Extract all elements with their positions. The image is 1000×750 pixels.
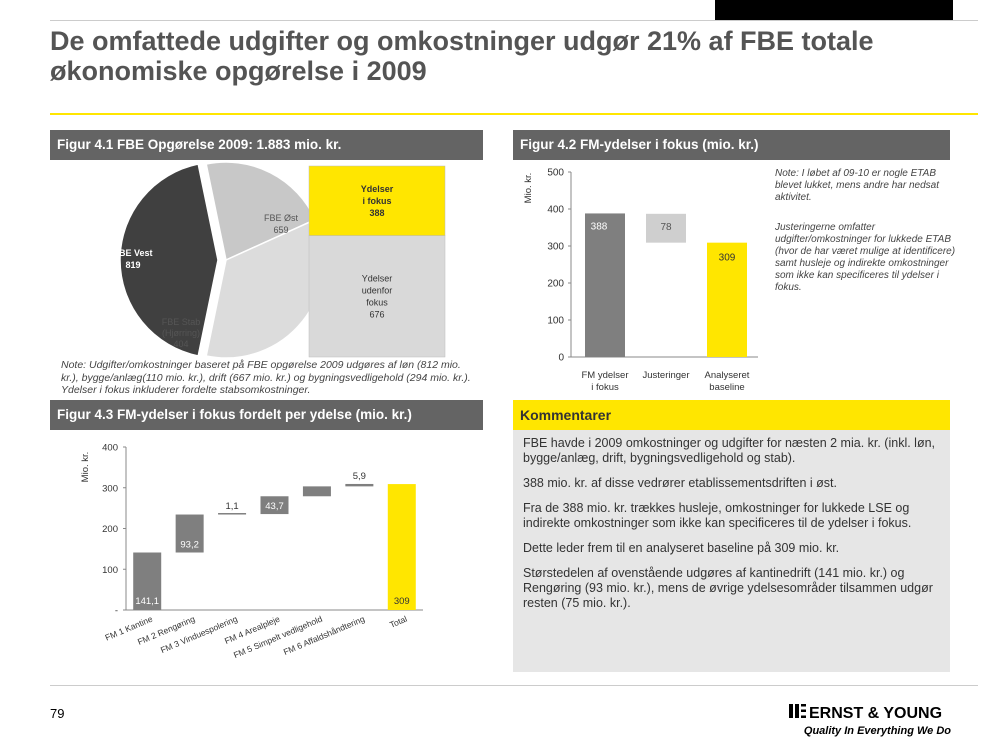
- stack-segment-label: i fokus: [362, 196, 391, 206]
- bar-value-label: 1,1: [225, 501, 238, 512]
- bar-value-label: 309: [719, 253, 736, 264]
- logo-name: ERNST & YOUNG: [809, 705, 942, 722]
- y-tick-label: 300: [547, 242, 564, 253]
- fig41-stacked-bar: Ydelser i fokus 388 Ydelser udenfor fokus 676: [308, 165, 446, 358]
- stack-segment-label: Ydelser: [362, 273, 393, 283]
- comment-paragraph: Fra de 388 mio. kr. trækkes husleje, omk…: [523, 501, 912, 530]
- comment-paragraph: FBE havde i 2009 omkostninger og udgifte…: [523, 436, 936, 465]
- bar: [302, 486, 331, 497]
- bar-value-label: 93,2: [180, 540, 199, 551]
- y-tick-label: 0: [558, 353, 564, 364]
- y-tick-label: -: [115, 606, 118, 617]
- x-category-label: FM 6 Affaldshåndtering: [282, 614, 366, 657]
- comment-paragraph: Dette leder frem til en analyseret basel…: [523, 541, 840, 555]
- bar-value-label: 388: [591, 221, 608, 232]
- y-tick-label: 400: [547, 205, 564, 216]
- page-number: 79: [50, 706, 65, 721]
- fig41-note: Note: Udgifter/omkostninger baseret på F…: [61, 359, 471, 396]
- pie-slice: [119, 163, 219, 357]
- title-underline: [50, 113, 978, 115]
- x-category-label: i fokus: [591, 382, 619, 393]
- comments-box: FBE havde i 2009 omkostninger og udgifte…: [513, 430, 950, 672]
- pie-slice-value: 659: [273, 225, 288, 235]
- pie-slice-label: FBE Stab: [162, 317, 201, 327]
- fig42-note-1: Note: I løbet af 09-10 er nogle ETAB ble…: [775, 168, 939, 203]
- pie-slice-label: FBE Vest: [113, 248, 152, 258]
- ernst-young-logo: ERNST & YOUNG Quality In Everything We D…: [789, 704, 951, 737]
- bar-value-label: 78: [660, 222, 672, 233]
- y-tick-label: 400: [102, 443, 118, 454]
- stack-segment-value: 388: [369, 208, 384, 218]
- comment-paragraph: 388 mio. kr. af disse vedrører etablisse…: [523, 476, 838, 490]
- comment-paragraph: Størstedelen af ovenstående udgøres af k…: [523, 566, 933, 610]
- stack-segment-label: udenfor: [362, 285, 393, 295]
- y-tick-label: 200: [547, 279, 564, 290]
- x-category-label: baseline: [709, 382, 744, 393]
- y-tick-label: 300: [102, 483, 118, 494]
- fig42-header: Figur 4.2 FM-ydelser i fokus (mio. kr.): [513, 130, 950, 160]
- comments-header: Kommentarer: [513, 400, 950, 430]
- fig41-pie: FBE Vest 819 FBE Stab(Hjørring)404 FBE Øst 6…: [113, 161, 325, 359]
- bar: [175, 514, 204, 553]
- fig43-ylabel: Mio. kr.: [80, 452, 91, 483]
- stack-segment: [308, 165, 446, 236]
- bar-value-label: 309: [394, 596, 410, 607]
- bar: [345, 483, 374, 487]
- stack-segment-label: Ydelser: [361, 184, 394, 194]
- top-black-bar: [715, 0, 953, 20]
- y-tick-label: 100: [547, 316, 564, 327]
- fig43-header: Figur 4.3 FM-ydelser i fokus fordelt per…: [50, 400, 483, 430]
- bar-value-label: 43,7: [265, 501, 284, 512]
- top-divider: [50, 20, 978, 21]
- y-tick-label: 500: [547, 168, 564, 179]
- page-title-line-1: De omfattede udgifter og omkostninger ud…: [50, 26, 874, 56]
- bar: [585, 213, 625, 357]
- bar: [218, 513, 247, 515]
- logo-tagline: Quality In Everything We Do: [804, 725, 951, 737]
- bar-value-label: 24,3: [308, 475, 327, 486]
- x-category-label: Justeringer: [643, 370, 690, 381]
- x-category-label: Total: [388, 614, 409, 630]
- stack-segment-label: fokus: [366, 297, 388, 307]
- y-tick-label: 200: [102, 524, 118, 535]
- fig42-note-2: Justeringerne omfatter udgifter/omkostni…: [775, 222, 956, 293]
- pie-slice-value: 404: [173, 339, 188, 349]
- stack-segment: [308, 235, 446, 358]
- pie-slice-label: FBE Øst: [264, 213, 299, 223]
- bar: [387, 484, 416, 610]
- bar: [646, 213, 686, 243]
- bar: [707, 242, 747, 357]
- pie-slice-value: 819: [125, 260, 140, 270]
- ey-mark-icon: [789, 704, 806, 718]
- bar-value-label: 141,1: [135, 596, 159, 607]
- bar: [260, 496, 289, 515]
- page-title: De omfattede udgifter og omkostninger ud…: [50, 26, 950, 86]
- x-category-label: Analyseret: [705, 370, 750, 381]
- bottom-divider: [50, 685, 978, 686]
- fig42-chart: Mio. kr. 0 100 200 300 400 500 388 78 309 FM ydel…: [523, 168, 758, 393]
- stack-segment-value: 676: [369, 309, 384, 319]
- fig41-chart: FBE Vest 819 FBE Stab(Hjørring)404 FBE Øst 6…: [113, 161, 446, 359]
- x-category-label: FM ydelser: [582, 370, 629, 381]
- bar: [133, 552, 162, 610]
- y-tick-label: 100: [102, 565, 118, 576]
- page-title-line-2: økonomiske opgørelse i 2009: [50, 56, 427, 86]
- pie-slice-label: (Hjørring): [162, 328, 200, 338]
- fig42-ylabel: Mio. kr.: [523, 173, 534, 204]
- fig41-header: Figur 4.1 FBE Opgørelse 2009: 1.883 mio.…: [50, 130, 483, 160]
- bar-value-label: 5,9: [353, 471, 366, 482]
